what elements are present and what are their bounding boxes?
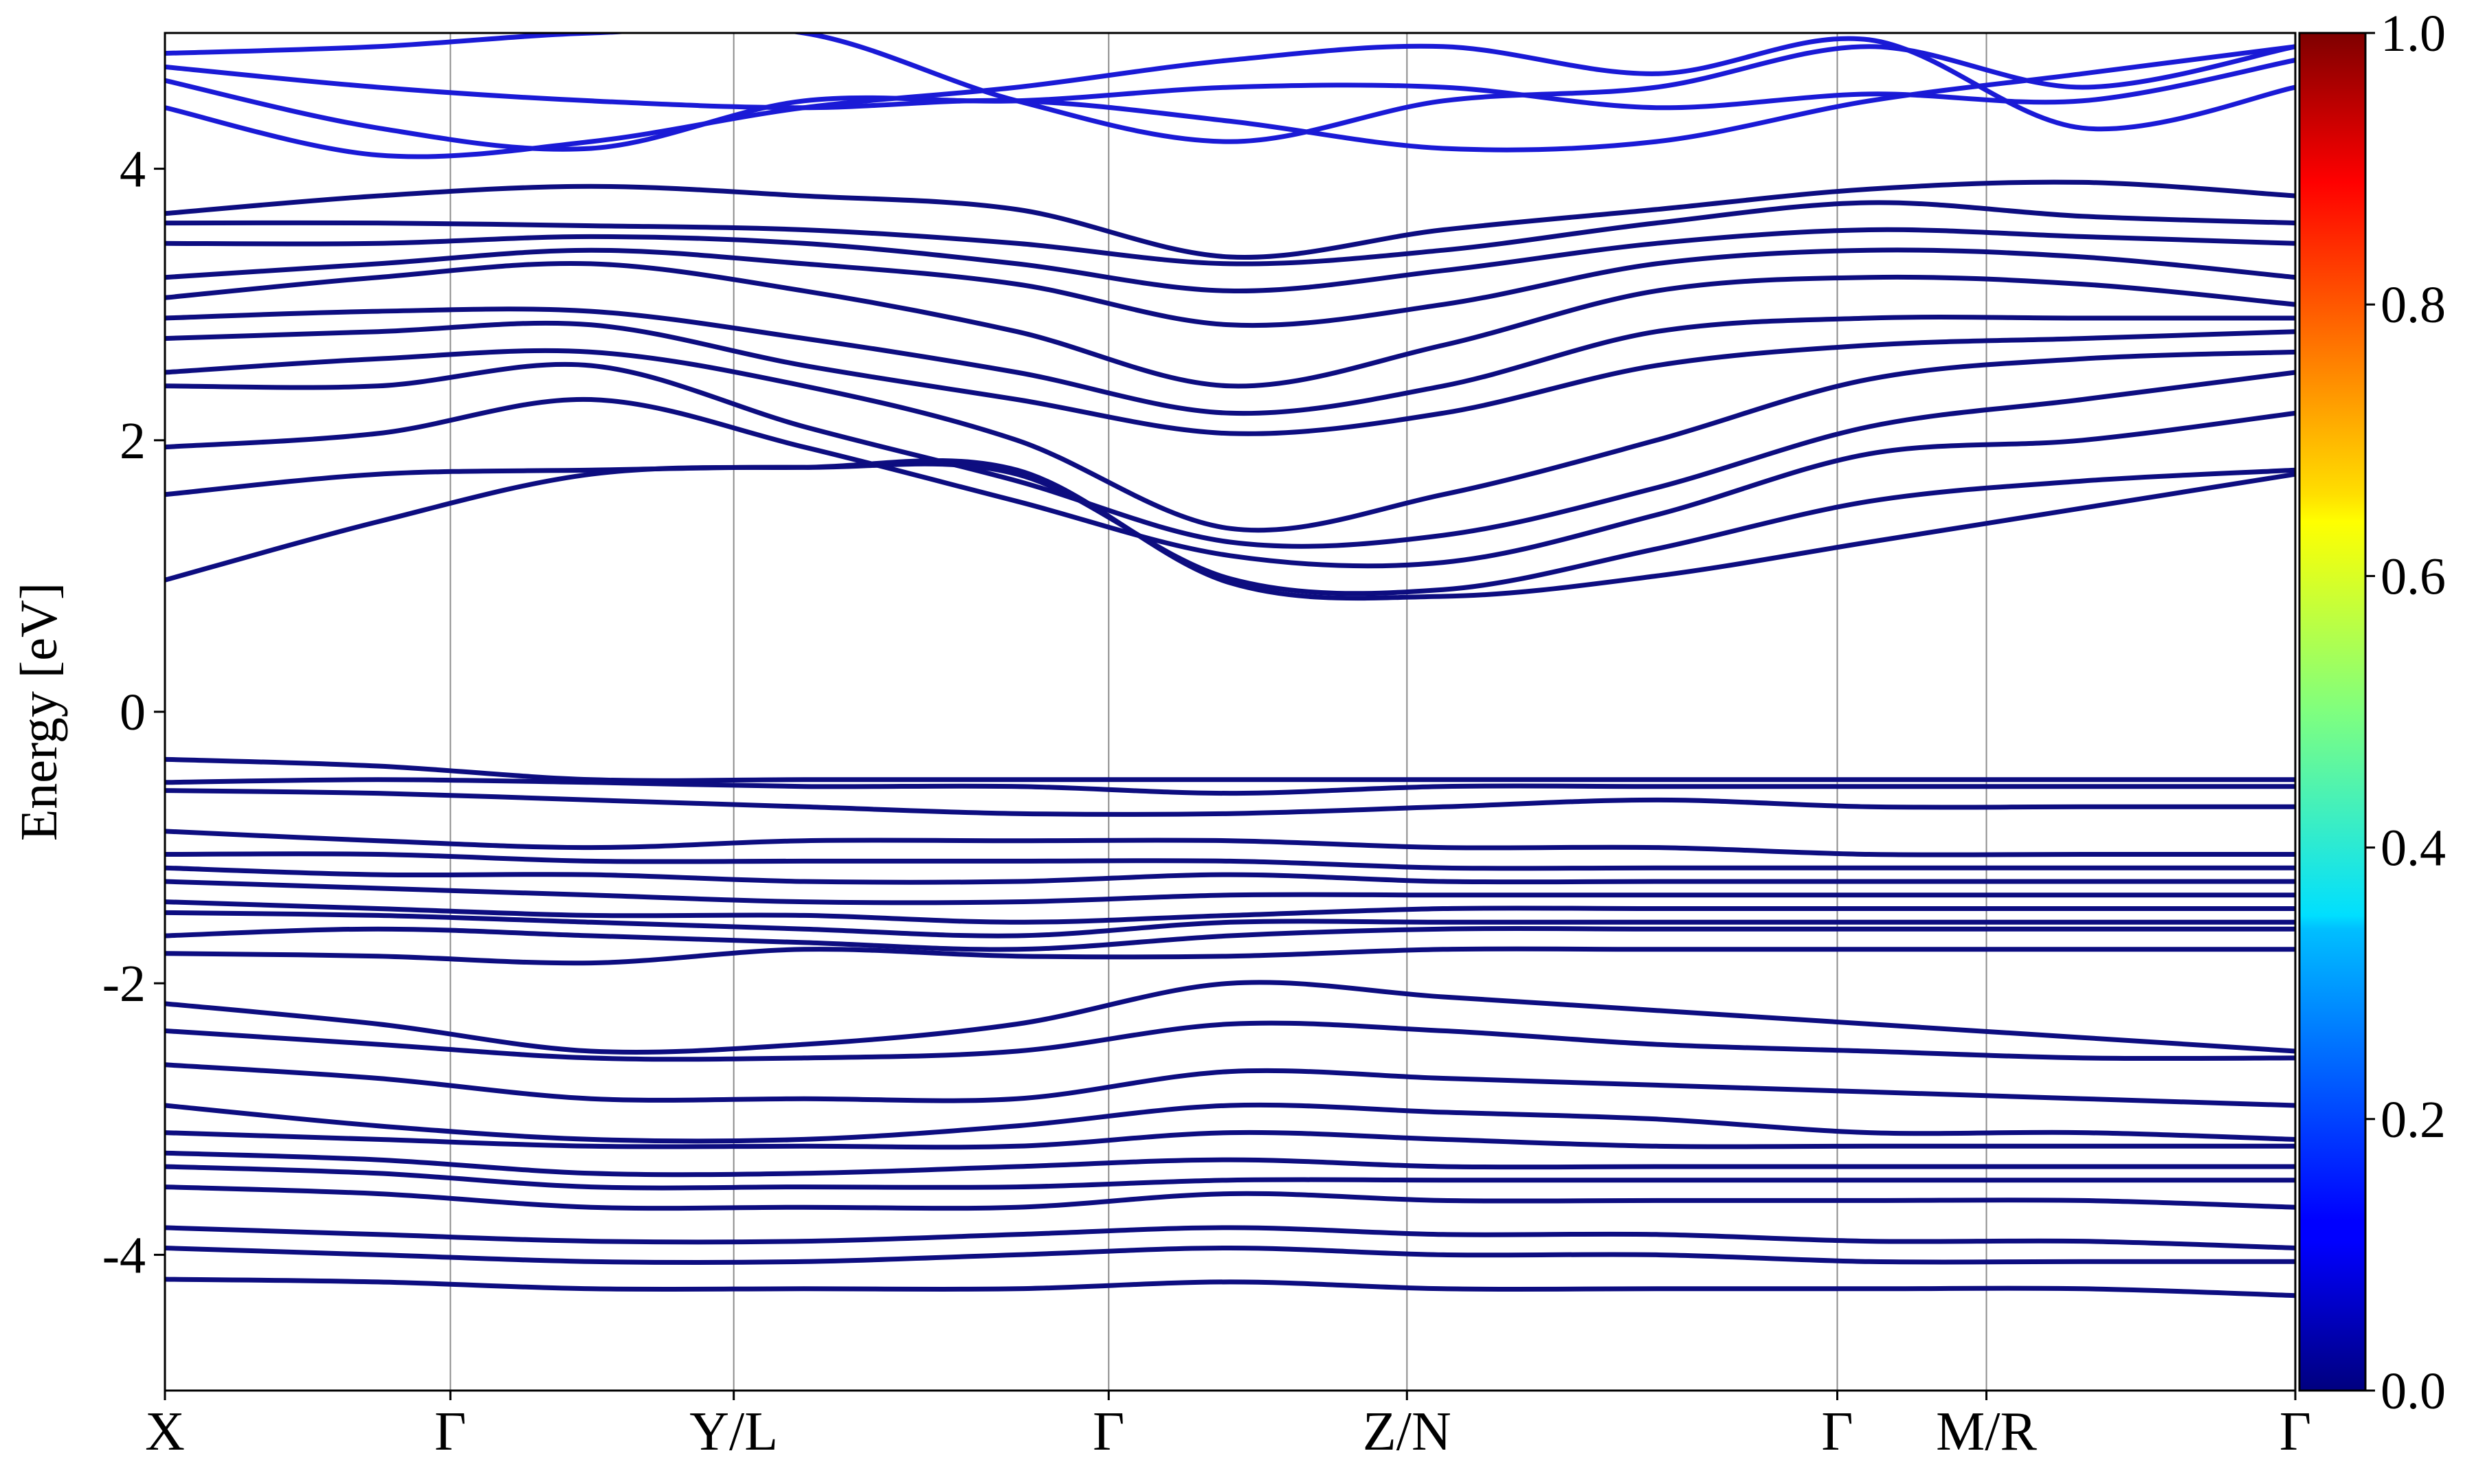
band-line — [165, 396, 2295, 569]
x-tick-label: Γ — [1821, 1402, 1853, 1462]
colorbar — [2298, 32, 2367, 1392]
colorbar-tick-label: 0.8 — [2381, 276, 2446, 334]
band-lines — [165, 33, 2295, 1298]
y-tick-label: 0 — [120, 684, 146, 741]
band-line — [165, 306, 2295, 416]
band-line — [165, 851, 2295, 871]
band-line — [165, 788, 2295, 817]
band-line — [165, 179, 2295, 260]
y-tick-label: 2 — [120, 412, 146, 470]
y-axis-label: Energy [eV] — [10, 583, 68, 841]
colorbar-tick-label: 1.0 — [2381, 5, 2446, 63]
x-tick-label: Γ — [434, 1402, 466, 1462]
band-line — [165, 44, 2295, 153]
band-line — [165, 247, 2295, 328]
band-line — [165, 36, 2295, 159]
band-line — [165, 829, 2295, 857]
colorbar-tick-label: 0.4 — [2381, 820, 2446, 877]
colorbar-tick-label: 0.6 — [2381, 548, 2446, 605]
band-line — [165, 361, 2295, 549]
colorbar-tick-label: 0.0 — [2381, 1362, 2446, 1420]
band-line — [165, 58, 2295, 152]
band-line — [165, 1062, 2295, 1108]
y-tick-label: -2 — [102, 955, 146, 1013]
band-line — [165, 980, 2295, 1055]
band-line — [165, 1225, 2295, 1250]
band-line — [165, 925, 2295, 952]
band-line — [165, 865, 2295, 885]
band-line — [165, 910, 2295, 938]
band-line — [165, 227, 2295, 293]
y-tick-label: 4 — [120, 141, 146, 199]
band-line — [165, 946, 2295, 966]
band-line — [165, 461, 2295, 596]
band-line — [165, 1150, 2295, 1178]
y-axis-ticks: 4 2 0 -2 -4 — [102, 141, 165, 1284]
x-axis-kpoint-labels: X Γ Y/L Γ Z/N Γ M/R Γ — [145, 1391, 2311, 1462]
band-line — [165, 756, 2295, 783]
band-line — [165, 899, 2295, 925]
band-line — [165, 1277, 2295, 1298]
y-tick-label: -4 — [102, 1226, 146, 1284]
x-tick-label: Γ — [2280, 1402, 2311, 1462]
band-line — [165, 1184, 2295, 1211]
colorbar-tick-label: 0.2 — [2381, 1091, 2446, 1149]
band-line — [165, 1129, 2295, 1150]
band-line — [165, 260, 2295, 389]
x-tick-label: M/R — [1936, 1402, 2037, 1462]
x-tick-label: X — [145, 1402, 185, 1462]
band-line — [165, 1020, 2295, 1062]
band-line — [165, 1102, 2295, 1144]
band-line — [165, 777, 2295, 796]
x-tick-label: Z/N — [1363, 1402, 1451, 1462]
band-line — [165, 348, 2295, 533]
band-line — [165, 1164, 2295, 1191]
colorbar-ticks: 0.0 0.2 0.4 0.6 0.8 1.0 — [2365, 5, 2446, 1420]
x-tick-label: Γ — [1093, 1402, 1124, 1462]
band-line — [165, 879, 2295, 906]
plot-frame — [164, 32, 2297, 1392]
band-line — [165, 33, 2295, 144]
band-line — [165, 458, 2295, 601]
band-line — [165, 320, 2295, 436]
band-line — [165, 1246, 2295, 1265]
band-line — [165, 200, 2295, 267]
x-tick-label: Y/L — [689, 1402, 778, 1462]
